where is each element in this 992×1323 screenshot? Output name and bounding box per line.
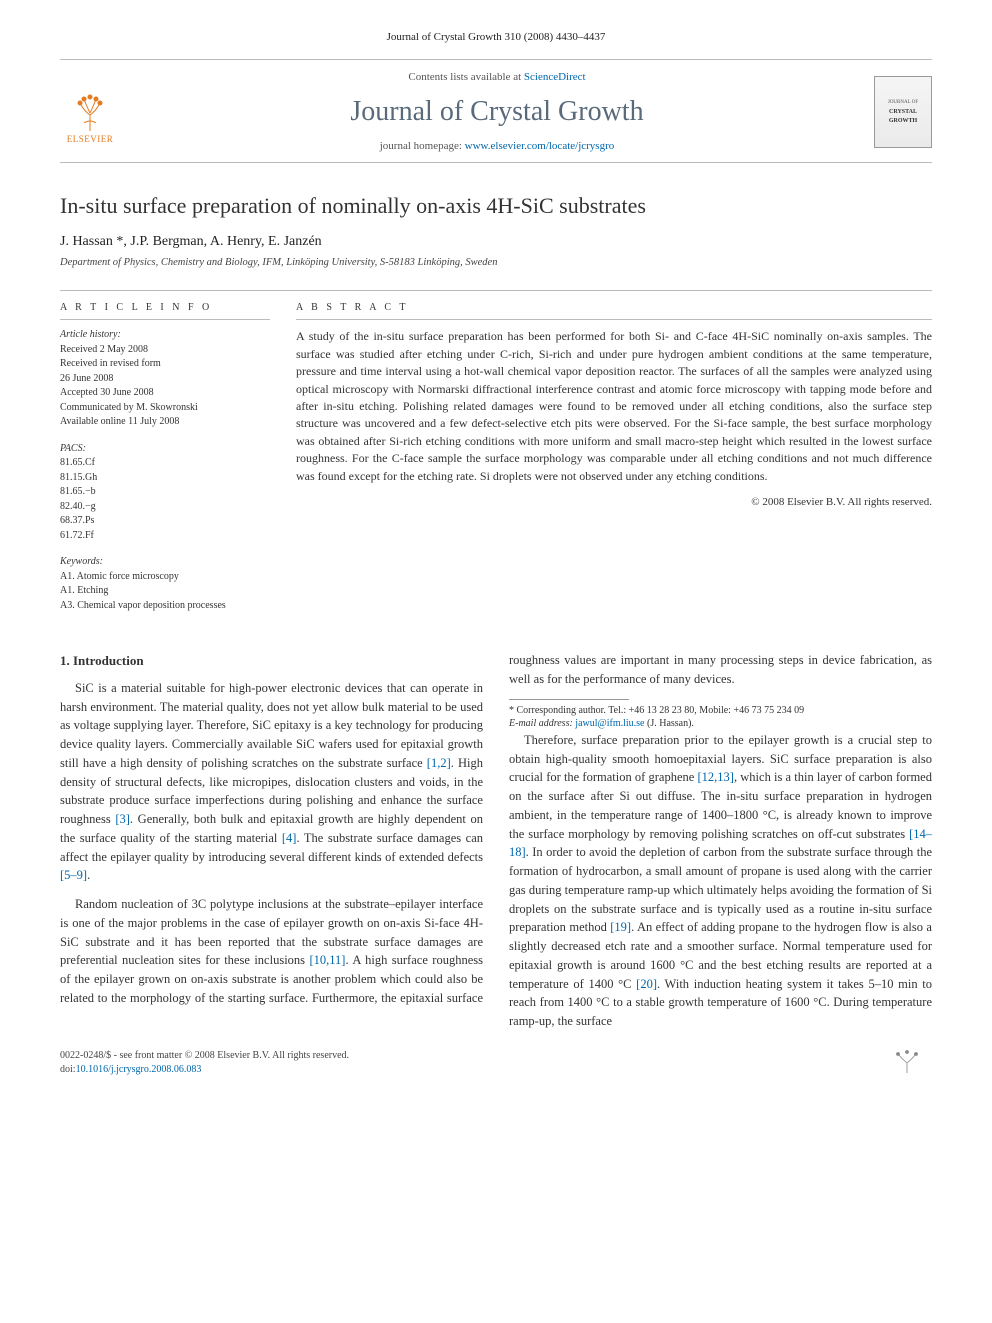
pacs-label: PACS:: [60, 443, 86, 454]
pacs-code: 81.15.Gh: [60, 472, 97, 483]
keywords-label: Keywords:: [60, 556, 103, 567]
cover-top: JOURNAL OF: [888, 99, 918, 106]
journal-homepage: journal homepage: www.elsevier.com/locat…: [138, 139, 856, 154]
body-text: SiC is a material suitable for high-powe…: [60, 681, 483, 770]
corr-text: * Corresponding author. Tel.: +46 13 28 …: [509, 705, 804, 716]
front-matter: 0022-0248/$ - see front matter © 2008 El…: [60, 1050, 349, 1061]
history-label: Article history:: [60, 329, 121, 340]
pacs-code: 81.65.−b: [60, 486, 96, 497]
journal-name: Journal of Crystal Growth: [138, 92, 856, 131]
footer-left: 0022-0248/$ - see front matter © 2008 El…: [60, 1049, 349, 1080]
publisher-logo: ELSEVIER: [60, 79, 120, 145]
citation-link[interactable]: [19]: [610, 920, 631, 934]
citation-link[interactable]: [1,2]: [427, 756, 451, 770]
masthead: ELSEVIER Contents lists available at Sci…: [60, 59, 932, 163]
abstract-text: A study of the in-situ surface preparati…: [296, 328, 932, 485]
journal-cover-thumb: JOURNAL OF CRYSTAL GROWTH: [874, 76, 932, 148]
article-info-column: A R T I C L E I N F O Article history: R…: [60, 301, 270, 625]
footnote-rule: [509, 699, 629, 700]
body-paragraph: Therefore, surface preparation prior to …: [509, 731, 932, 1031]
publisher-name: ELSEVIER: [67, 133, 114, 146]
masthead-center: Contents lists available at ScienceDirec…: [138, 70, 856, 154]
citation-link[interactable]: [10,11]: [309, 953, 345, 967]
article-info-heading: A R T I C L E I N F O: [60, 301, 270, 320]
pacs-code: 68.37.Ps: [60, 515, 94, 526]
info-abstract-row: A R T I C L E I N F O Article history: R…: [60, 290, 932, 625]
citation-link[interactable]: [20]: [636, 977, 657, 991]
footer-right: [882, 1049, 932, 1080]
authors: J. Hassan *, J.P. Bergman, A. Henry, E. …: [60, 232, 932, 252]
body-columns: 1. Introduction SiC is a material suitab…: [60, 651, 932, 1031]
page-footer: 0022-0248/$ - see front matter © 2008 El…: [60, 1049, 932, 1080]
body-text: .: [87, 868, 90, 882]
sciencedirect-link[interactable]: ScienceDirect: [524, 71, 586, 83]
citation-link[interactable]: [5–9]: [60, 868, 87, 882]
email-link[interactable]: jawul@ifm.liu.se: [575, 718, 644, 729]
article-title: In-situ surface preparation of nominally…: [60, 191, 932, 222]
abstract-copyright: © 2008 Elsevier B.V. All rights reserved…: [296, 495, 932, 510]
abstract-column: A B S T R A C T A study of the in-situ s…: [296, 301, 932, 625]
abstract-heading: A B S T R A C T: [296, 301, 932, 320]
history-line: Available online 11 July 2008: [60, 416, 179, 427]
homepage-link[interactable]: www.elsevier.com/locate/jcrysgro: [465, 140, 615, 152]
history-line: Received in revised form: [60, 358, 161, 369]
keyword: A1. Etching: [60, 585, 108, 596]
history-line: Received 2 May 2008: [60, 344, 148, 355]
pacs-code: 82.40.−g: [60, 501, 96, 512]
body-paragraph: SiC is a material suitable for high-powe…: [60, 679, 483, 885]
keyword: A3. Chemical vapor deposition processes: [60, 600, 226, 611]
keywords-block: Keywords: A1. Atomic force microscopy A1…: [60, 555, 270, 613]
contents-available: Contents lists available at ScienceDirec…: [138, 70, 856, 85]
doi-link[interactable]: 10.1016/j.jcrysgro.2008.06.083: [76, 1064, 202, 1075]
email-tail: (J. Hassan).: [645, 718, 694, 729]
pacs-block: PACS: 81.65.Cf 81.15.Gh 81.65.−b 82.40.−…: [60, 442, 270, 544]
citation-link[interactable]: [4]: [282, 831, 297, 845]
citation-link[interactable]: [12,13]: [698, 770, 734, 784]
keyword: A1. Atomic force microscopy: [60, 571, 179, 582]
affiliation: Department of Physics, Chemistry and Bio…: [60, 256, 932, 271]
cover-title: CRYSTAL GROWTH: [877, 108, 929, 125]
email-label: E-mail address:: [509, 718, 575, 729]
doi-prefix: doi:: [60, 1064, 76, 1075]
citation-link[interactable]: [3]: [115, 812, 130, 826]
elsevier-tree-icon: [70, 93, 110, 133]
history-line: 26 June 2008: [60, 373, 113, 384]
history-line: Accepted 30 June 2008: [60, 387, 154, 398]
pacs-code: 81.65.Cf: [60, 457, 95, 468]
article-history: Article history: Received 2 May 2008 Rec…: [60, 328, 270, 430]
running-head: Journal of Crystal Growth 310 (2008) 443…: [60, 30, 932, 45]
pacs-code: 61.72.Ff: [60, 530, 94, 541]
history-line: Communicated by M. Skowronski: [60, 402, 198, 413]
elsevier-mark-icon: [882, 1049, 932, 1075]
section-heading: 1. Introduction: [60, 651, 483, 671]
corresponding-author-footnote: * Corresponding author. Tel.: +46 13 28 …: [509, 704, 932, 731]
contents-prefix: Contents lists available at: [408, 71, 523, 83]
homepage-prefix: journal homepage:: [380, 140, 465, 152]
